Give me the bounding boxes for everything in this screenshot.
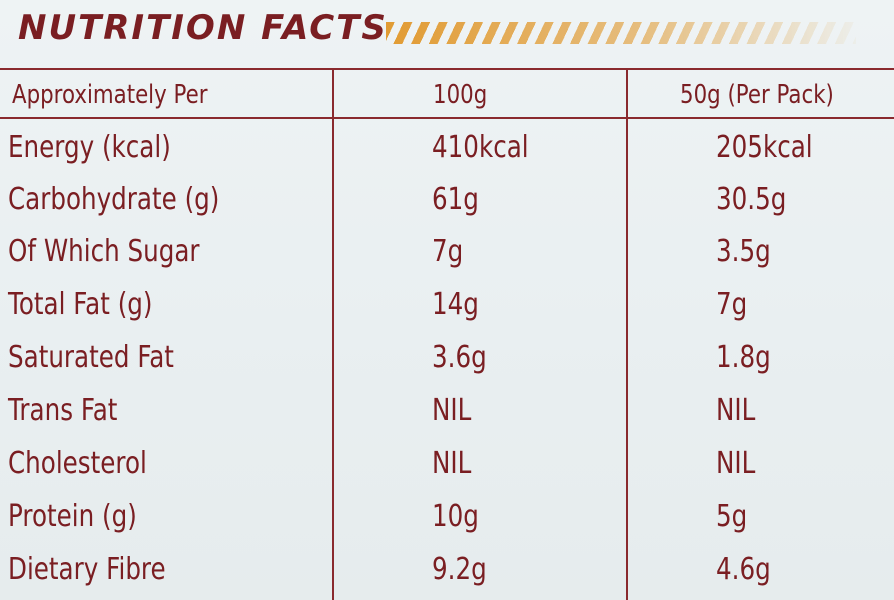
table-row: Saturated Fat 3.6g 1.8g bbox=[0, 332, 894, 384]
value-per-pack: 4.6g bbox=[716, 552, 771, 587]
nutrient-label: Energy (kcal) bbox=[8, 130, 171, 165]
value-per-pack: 205kcal bbox=[716, 130, 813, 165]
value-per-pack: 7g bbox=[716, 287, 748, 322]
header-nutrient: Approximately Per bbox=[12, 80, 208, 110]
nutrient-label: Dietary Fibre bbox=[8, 552, 166, 587]
table-row: Energy (kcal) 410kcal 205kcal bbox=[0, 122, 894, 174]
value-per-pack: NIL bbox=[716, 446, 756, 481]
nutrient-label: Cholesterol bbox=[8, 446, 147, 481]
value-per-100g: 3.6g bbox=[432, 340, 487, 375]
value-per-100g: 7g bbox=[432, 234, 464, 269]
table-row: Protein (g) 10g 5g bbox=[0, 491, 894, 543]
value-per-100g: 10g bbox=[432, 499, 479, 534]
table-row: Of Which Sugar 7g 3.5g bbox=[0, 226, 894, 278]
table-row: Trans Fat NIL NIL bbox=[0, 385, 894, 437]
value-per-100g: 9.2g bbox=[432, 552, 487, 587]
value-per-100g: 410kcal bbox=[432, 130, 529, 165]
nutrient-label: Carbohydrate (g) bbox=[8, 182, 220, 217]
value-per-100g: NIL bbox=[432, 446, 472, 481]
value-per-100g: 14g bbox=[432, 287, 479, 322]
header-per-100g: 100g bbox=[433, 80, 488, 110]
value-per-pack: 5g bbox=[716, 499, 748, 534]
table-row: Total Fat (g) 14g 7g bbox=[0, 279, 894, 331]
nutrient-label: Total Fat (g) bbox=[8, 287, 153, 322]
header-per-pack: 50g (Per Pack) bbox=[680, 80, 834, 110]
column-divider-1 bbox=[332, 68, 334, 600]
nutrient-label: Saturated Fat bbox=[8, 340, 174, 375]
nutrient-label: Trans Fat bbox=[8, 393, 118, 428]
value-per-pack: 30.5g bbox=[716, 182, 787, 217]
nutrient-label: Protein (g) bbox=[8, 499, 137, 534]
table-row: Cholesterol NIL NIL bbox=[0, 438, 894, 490]
table-row: Dietary Fibre 9.2g 4.6g bbox=[0, 544, 894, 596]
value-per-pack: NIL bbox=[716, 393, 756, 428]
table-top-rule bbox=[0, 68, 894, 70]
table-row: Carbohydrate (g) 61g 30.5g bbox=[0, 174, 894, 226]
decorative-stripes bbox=[386, 22, 856, 44]
value-per-pack: 3.5g bbox=[716, 234, 771, 269]
value-per-100g: NIL bbox=[432, 393, 472, 428]
header-divider bbox=[0, 117, 894, 119]
value-per-pack: 1.8g bbox=[716, 340, 771, 375]
nutrient-label: Of Which Sugar bbox=[8, 234, 200, 269]
column-divider-2 bbox=[626, 68, 628, 600]
value-per-100g: 61g bbox=[432, 182, 479, 217]
panel-title: NUTRITION FACTS bbox=[18, 8, 388, 48]
